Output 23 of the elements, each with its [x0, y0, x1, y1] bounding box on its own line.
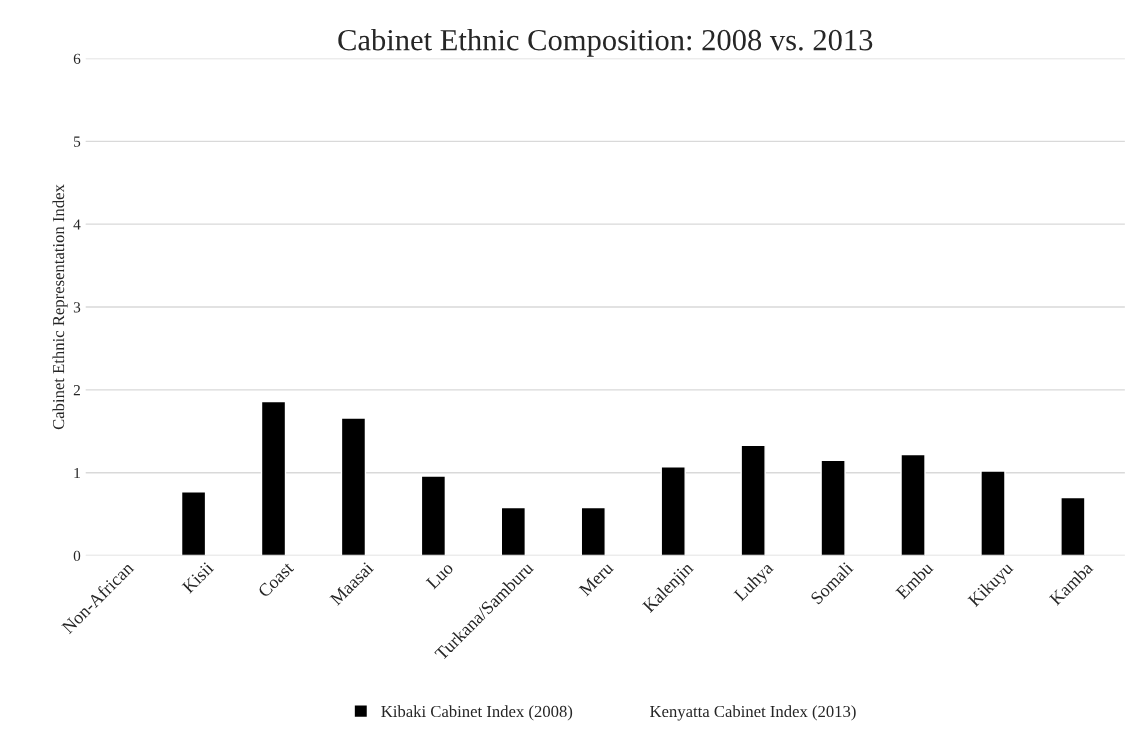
bar: [1060, 496, 1086, 556]
legend-label: Kibaki Cabinet Index (2008): [381, 705, 573, 721]
y-tick-label: 2: [73, 385, 80, 396]
bar: [340, 417, 367, 556]
y-axis-title: Cabinet Ethnic Representation Index: [52, 184, 68, 430]
bar: [500, 506, 527, 556]
y-tick-label: 3: [73, 302, 81, 313]
y-tick-label: 1: [74, 467, 80, 479]
y-tick-label: 0: [73, 550, 81, 562]
y-tick-label: 4: [73, 219, 81, 230]
text: Kenyatta Cabinet Index (2013): [650, 705, 856, 721]
chart-title: Cabinet Ethnic Composition: 2008 vs. 2013: [338, 28, 873, 57]
bar: [900, 453, 926, 556]
bar: [420, 475, 447, 556]
bar: [660, 466, 686, 556]
y-tick-label: 6: [73, 53, 81, 64]
bar: [740, 444, 766, 556]
bar: [820, 459, 846, 556]
y-tick-label: 5: [74, 136, 81, 147]
bar: [980, 470, 1006, 556]
bar: [180, 491, 207, 556]
bar: [580, 506, 606, 556]
bar: [260, 400, 287, 556]
